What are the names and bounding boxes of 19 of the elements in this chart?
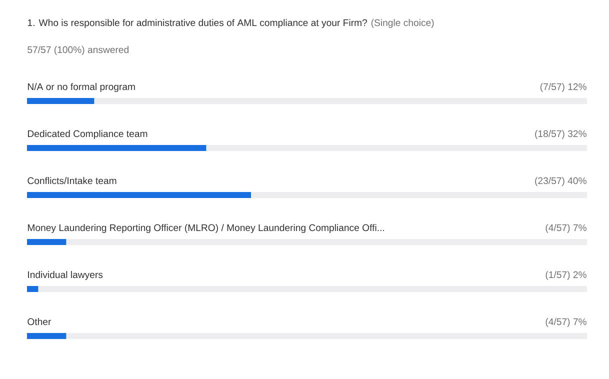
bar (27, 239, 66, 246)
y-tick-label: Money Laundering Reporting Officer (MLRO) / Money Laundering Compliance Offi... (28, 224, 384, 233)
chart-subtitle: (Single choice) (371, 19, 434, 28)
data-label: (23/57) 40% (535, 177, 586, 186)
y-tick-label: Dedicated Compliance team (28, 130, 148, 139)
bar (27, 286, 38, 292)
chart-title: 1. Who is responsible for administrative duties of AML compliance at your Firm? (28, 19, 368, 28)
y-tick-label: Individual lawyers (28, 271, 103, 280)
text: 57/57 (100%) answered (28, 46, 128, 55)
bar (27, 333, 66, 340)
y-tick-label: N/A or no formal program (28, 83, 135, 92)
data-label: (4/57) 7% (546, 224, 586, 233)
bar (27, 98, 94, 104)
data-label: (4/57) 7% (546, 318, 586, 327)
y-tick-label: Conflicts/Intake team (28, 177, 116, 184)
data-label: (1/57) 2% (546, 271, 586, 280)
y-tick-label: Other (28, 318, 52, 326)
data-label: (7/57) 12% (540, 83, 586, 92)
data-label: (18/57) 32% (535, 130, 586, 139)
